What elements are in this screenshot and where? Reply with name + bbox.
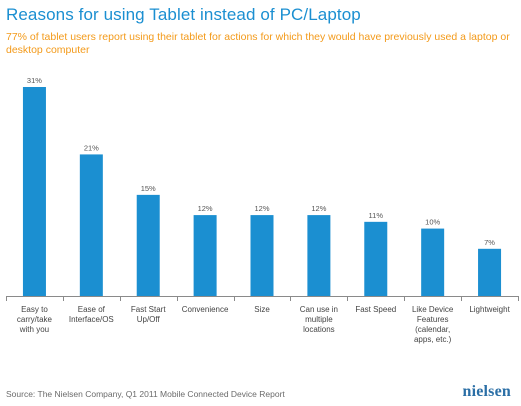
bar-value-label: 21% [84,143,99,152]
bar [79,154,103,296]
category-label: Fast Speed [355,305,396,314]
category-label: Like Device Features (calendar, apps, etc.) [412,305,454,344]
nielsen-logo: nielsen [462,383,511,400]
category-label: Easy to carry/take with you [17,305,53,334]
category-label: Lightweight [469,305,510,314]
bar-value-label: 7% [484,238,495,247]
bar-value-label: 12% [198,204,213,213]
bar [307,215,331,296]
bar [421,228,445,296]
bar-value-label: 31% [27,76,42,85]
bar [364,221,388,296]
bar [193,215,217,296]
bar-value-label: 12% [254,204,269,213]
bar-value-label: 10% [425,218,440,227]
chart-title: Reasons for using Tablet instead of PC/L… [6,5,361,24]
bar [22,87,46,296]
bar [250,215,274,296]
bar [136,194,160,296]
bar [478,248,502,296]
bar-value-label: 15% [141,184,156,193]
category-label: Can use in multiple locations [300,305,338,334]
source-note: Source: The Nielsen Company, Q1 2011 Mob… [6,389,285,399]
category-label: Ease of Interface/OS [69,305,114,324]
category-label: Size [254,305,270,314]
chart-subtitle: 77% of tablet users report using their t… [6,31,510,56]
bar-value-label: 12% [311,204,326,213]
bar-value-label: 11% [369,211,384,220]
category-label: Fast Start Up/Off [131,305,166,324]
category-label: Convenience [182,305,229,314]
